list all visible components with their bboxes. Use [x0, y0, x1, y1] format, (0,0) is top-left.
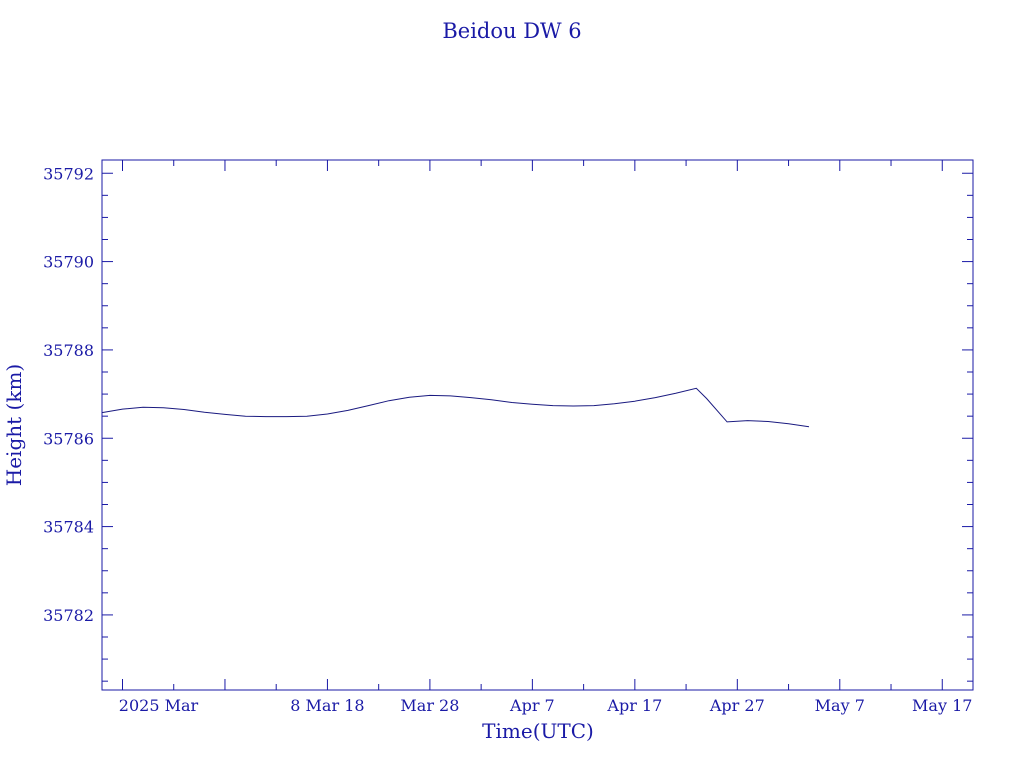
- x-tick-label: Mar 28: [400, 696, 459, 715]
- y-tick-label: 35784: [43, 518, 94, 537]
- x-axis: 2025 Mar 8 Mar 18 Mar 28 Apr 7 Apr 17 Apr 27 M…: [119, 160, 972, 715]
- y-tick-label: 35782: [43, 606, 94, 625]
- x-tick-label: May 7: [815, 696, 865, 715]
- plot-frame: [101, 159, 974, 691]
- y-tick-label: 35792: [43, 164, 94, 183]
- x-tick-label: Apr 27: [709, 696, 765, 715]
- x-tick-label: Apr 7: [509, 696, 555, 715]
- x-tick-label: 8 Mar 18: [290, 696, 364, 715]
- x-tick-label: 2025 Mar: [119, 696, 199, 715]
- y-tick-label: 35790: [43, 253, 94, 272]
- x-tick-label: Apr 17: [606, 696, 662, 715]
- chart-title: Beidou DW 6: [442, 19, 581, 43]
- y-axis-label: Height (km): [2, 364, 26, 486]
- x-axis-label: Time(UTC): [482, 719, 594, 743]
- height-series-line: [101, 387, 810, 428]
- y-axis: 35782 35784 35786 35788 35790 35792: [43, 164, 973, 682]
- y-tick-label: 35786: [43, 429, 94, 448]
- x-tick-label: May 17: [912, 696, 972, 715]
- y-tick-label: 35788: [43, 341, 94, 360]
